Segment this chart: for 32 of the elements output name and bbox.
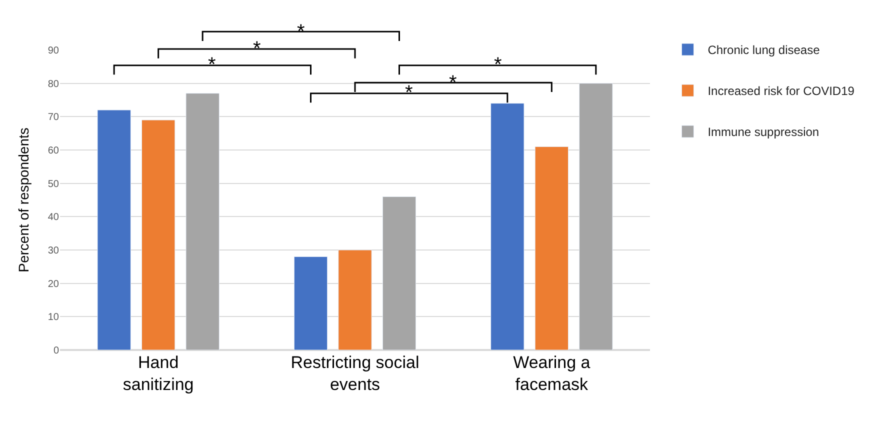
y-tick-label: 80: [48, 78, 60, 90]
legend-label: Chronic lung disease: [708, 43, 820, 58]
x-tick-label: Restricting social events: [290, 353, 420, 394]
x-tick-label: Wearing a facemask: [513, 353, 591, 394]
y-tick-label: 70: [48, 112, 60, 124]
bar: [186, 93, 220, 350]
y-tick-label: 50: [48, 178, 60, 190]
bar: [579, 83, 613, 350]
bar: [338, 250, 372, 350]
y-tick-label: 40: [48, 212, 60, 224]
text: *: [297, 21, 305, 43]
bar: [97, 110, 131, 350]
bar: [141, 120, 176, 350]
annotation: *: [405, 82, 413, 104]
bar: [490, 103, 524, 350]
legend-label: Immune suppression: [708, 125, 820, 140]
bar: [294, 256, 328, 350]
y-tick-label: 20: [48, 278, 60, 290]
annotation: *: [208, 54, 216, 76]
bar: [534, 146, 569, 350]
y-tick-label: 60: [48, 146, 60, 156]
y-tick-label: 0: [53, 346, 60, 356]
y-tick-label: 30: [48, 246, 60, 256]
annotation: *: [449, 72, 457, 94]
x-tick-label: Hand sanitizing: [122, 353, 194, 394]
y-axis-title: Percent of respondents: [15, 128, 32, 272]
bar: [382, 196, 416, 350]
legend-label: Increased risk for COVID19: [708, 84, 855, 98]
annotation: *: [253, 38, 261, 60]
y-tick-label: 90: [48, 46, 60, 56]
y-tick-label: 10: [48, 312, 60, 324]
annotation: *: [494, 54, 502, 76]
